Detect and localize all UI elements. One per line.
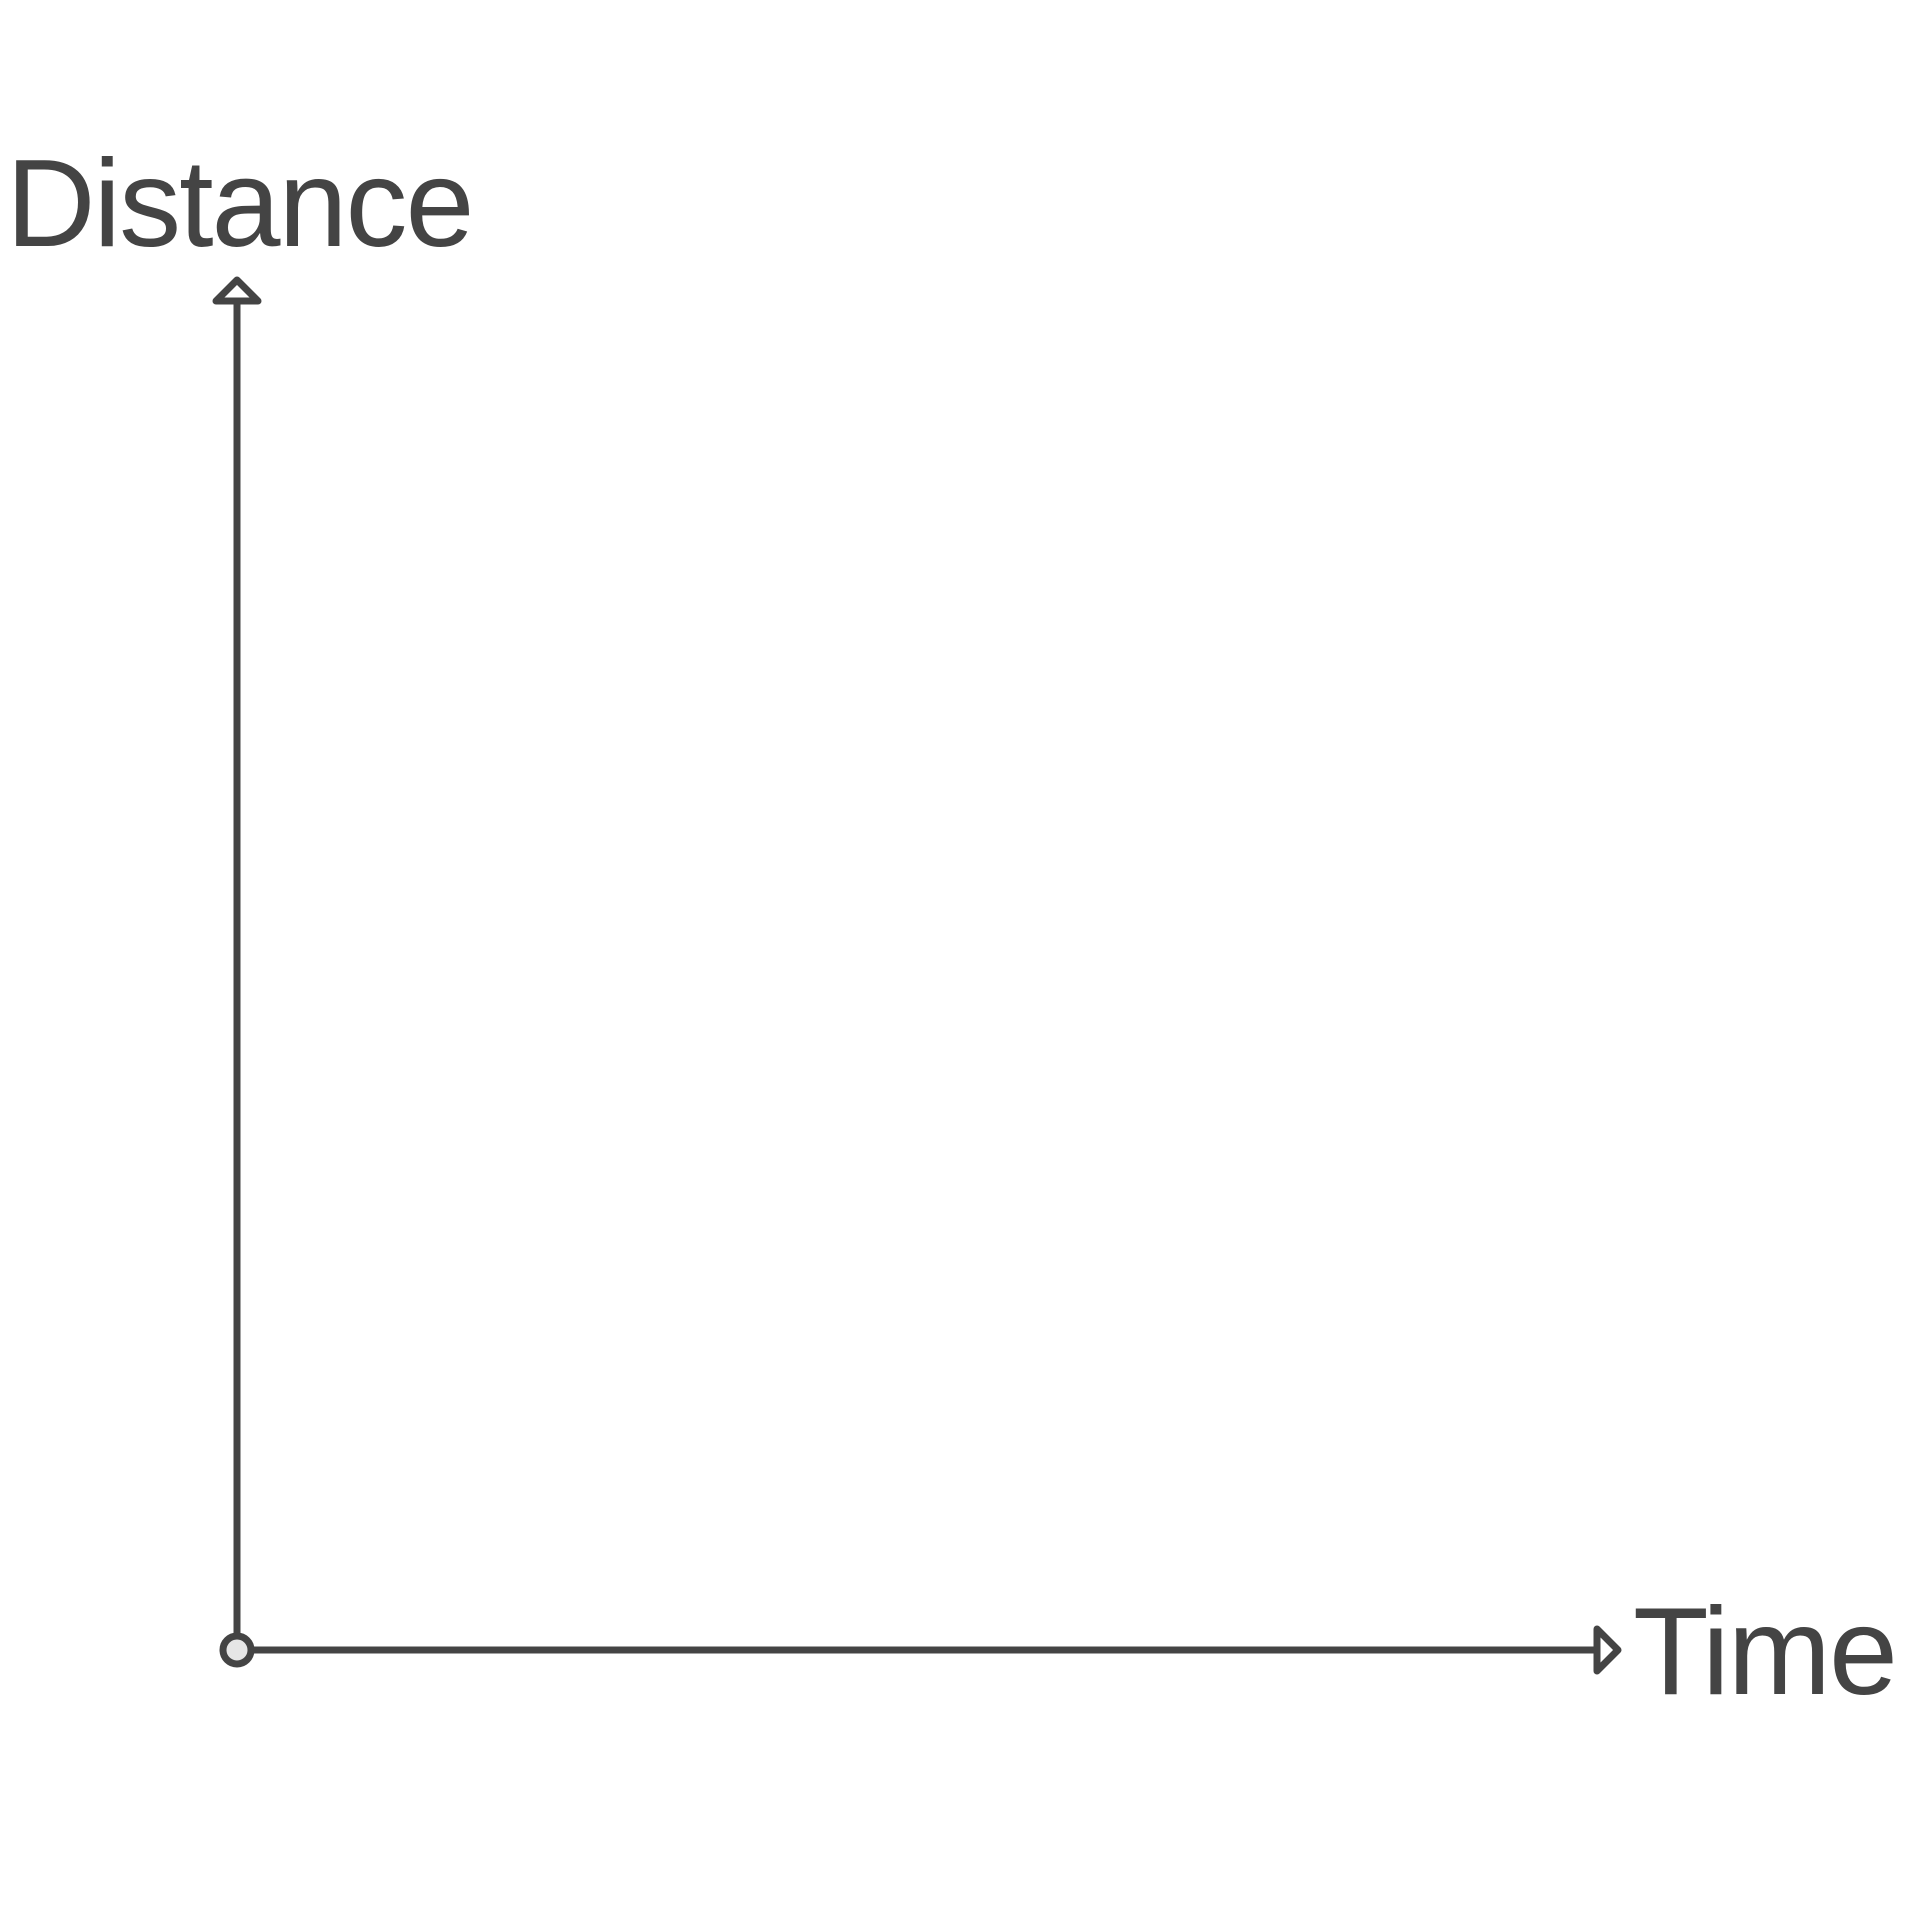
origin-marker — [219, 1632, 255, 1668]
x-axis-label: Time — [1633, 1583, 1896, 1721]
x-axis-arrowhead — [1593, 1625, 1622, 1675]
y-axis-arrowhead — [212, 276, 262, 305]
y-axis-label: Distance — [6, 135, 472, 273]
